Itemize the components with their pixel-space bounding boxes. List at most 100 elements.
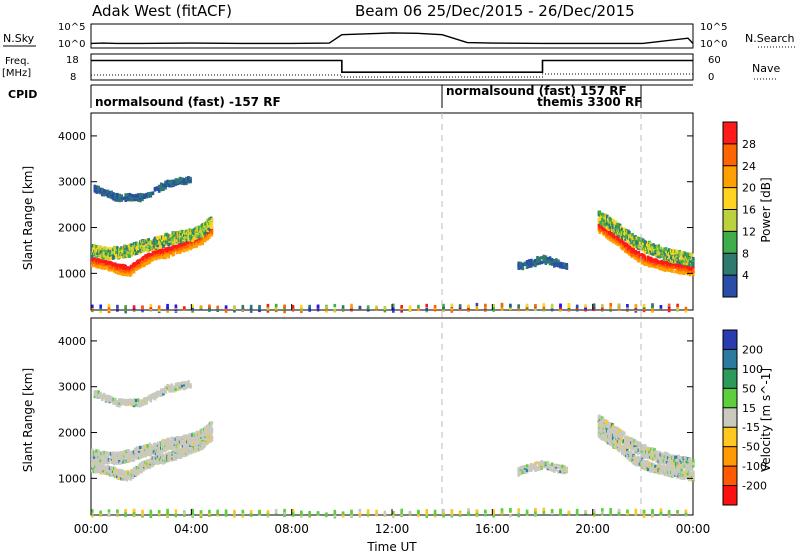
range-time-cell <box>598 210 602 214</box>
range-time-cell <box>189 176 192 181</box>
range-time-cell <box>224 305 228 309</box>
range-time-cell <box>166 309 169 313</box>
range-time-cell <box>517 471 520 475</box>
range-time-cell <box>108 247 112 251</box>
range-time-cell <box>104 259 108 264</box>
range-time-cell <box>147 462 150 466</box>
range-time-cell <box>233 308 236 313</box>
range-time-cell <box>149 305 153 310</box>
range-time-cell <box>203 235 207 239</box>
range-time-cell <box>690 467 694 471</box>
range-time-cell <box>542 254 546 259</box>
range-time-cell <box>606 214 609 219</box>
range-time-cell <box>475 306 479 310</box>
range-time-cell <box>600 220 603 224</box>
range-time-cell <box>565 466 569 470</box>
colorbar-tick-label: 12 <box>742 225 756 238</box>
range-time-cell <box>124 195 127 199</box>
range-time-cell <box>194 448 198 453</box>
range-time-cell <box>283 304 286 308</box>
range-time-cell <box>619 237 623 241</box>
range-time-cell <box>107 460 111 464</box>
range-time-cell <box>550 258 554 262</box>
range-time-cell <box>129 477 133 481</box>
range-time-cell <box>553 262 556 267</box>
range-time-cell <box>519 465 523 470</box>
range-time-cell <box>157 390 161 394</box>
range-time-cell <box>187 234 190 238</box>
range-time-cell <box>151 463 155 468</box>
range-time-cell <box>643 250 647 255</box>
range-time-cell <box>151 395 155 399</box>
range-time-cell <box>688 460 692 464</box>
range-time-cell <box>155 186 159 190</box>
range-time-cell <box>624 235 627 240</box>
range-time-cell <box>163 446 166 450</box>
range-time-cell <box>692 464 695 468</box>
range-time-cell <box>665 460 669 464</box>
range-time-cell <box>627 442 630 446</box>
range-time-cell <box>615 234 618 238</box>
range-time-cell <box>544 260 548 264</box>
range-time-cell <box>105 246 109 251</box>
range-time-cell <box>408 307 412 312</box>
range-time-cell <box>112 401 115 405</box>
range-time-cell <box>659 305 663 309</box>
range-time-cell <box>147 238 150 242</box>
range-time-cell <box>99 187 102 191</box>
nsky-label: N.Sky <box>3 32 35 45</box>
range-time-cell <box>530 463 533 467</box>
range-time-cell <box>632 445 635 450</box>
range-time-cell <box>106 398 110 402</box>
range-time-cell <box>149 394 153 398</box>
range-time-cell <box>174 509 178 513</box>
range-time-cell <box>93 390 97 394</box>
range-time-cell <box>601 212 604 216</box>
range-time-cell <box>550 468 554 472</box>
range-time-cell <box>178 176 182 181</box>
range-time-cell <box>170 179 173 184</box>
range-time-cell <box>224 309 228 313</box>
range-time-cell <box>112 255 116 259</box>
range-time-cell <box>628 252 631 256</box>
range-time-cell <box>137 249 140 253</box>
range-time-cell <box>618 442 622 446</box>
range-time-cell <box>540 460 543 464</box>
range-time-cell <box>166 303 169 308</box>
range-time-cell <box>598 225 602 229</box>
range-time-cell <box>95 395 98 399</box>
range-time-cell <box>584 306 587 310</box>
range-time-cell <box>118 193 121 198</box>
range-time-cell <box>160 388 163 392</box>
range-time-cell <box>540 260 543 265</box>
range-time-cell <box>450 307 454 311</box>
range-time-cell <box>153 186 157 191</box>
range-time-cell <box>105 252 109 256</box>
range-time-cell <box>198 433 202 438</box>
range-time-cell <box>548 256 552 260</box>
range-time-cell <box>525 265 529 269</box>
range-time-cell <box>106 266 110 270</box>
range-time-cell <box>164 389 167 393</box>
range-time-cell <box>145 399 148 403</box>
range-time-cell <box>126 399 130 403</box>
range-time-cell <box>517 467 520 471</box>
range-time-cell <box>542 256 546 261</box>
range-time-cell <box>170 234 173 238</box>
range-time-cell <box>160 390 163 395</box>
range-time-cell <box>685 261 689 265</box>
range-time-cell <box>178 386 182 391</box>
range-time-cell <box>652 243 655 247</box>
range-time-cell <box>145 396 148 401</box>
range-time-cell <box>91 304 94 308</box>
range-time-cell <box>458 304 462 308</box>
range-time-cell <box>425 307 428 312</box>
range-time-cell <box>176 385 180 389</box>
range-time-cell <box>599 213 602 217</box>
range-time-cell <box>110 190 113 194</box>
range-time-cell <box>180 179 184 183</box>
range-time-cell <box>525 468 529 472</box>
range-time-cell <box>602 424 606 428</box>
range-time-cell <box>125 245 129 249</box>
